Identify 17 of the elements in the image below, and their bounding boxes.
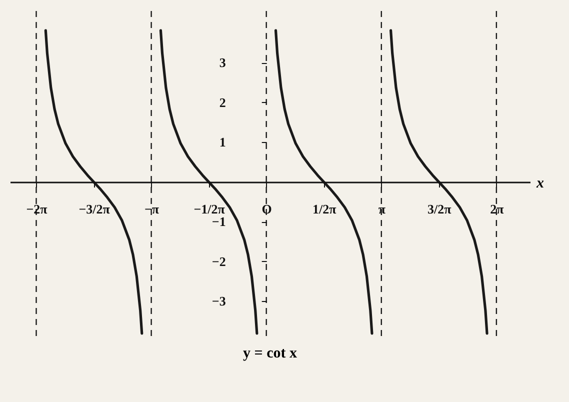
y-tick-label: 1 — [219, 134, 226, 150]
text: y = cot x — [243, 346, 298, 362]
y-tick-label: 3 — [219, 55, 226, 70]
x-tick-label: 2π — [490, 201, 504, 216]
x-tick-label: π — [378, 201, 386, 216]
x-tick-label: −1/2π — [194, 201, 225, 216]
x-tick-label: −3/2π — [78, 201, 110, 216]
x-tick-label: 1/2π — [312, 201, 336, 216]
y-tick-label: −2 — [212, 254, 226, 269]
y-tick-label: 2 — [219, 94, 226, 110]
y-tick-label: −1 — [212, 214, 226, 230]
y-tick-label: −3 — [212, 294, 226, 309]
x-tick-label: 3/2π — [428, 201, 452, 216]
x-tick-label: −π — [144, 201, 160, 216]
x-tick-label: O — [262, 201, 272, 216]
x-tick-label: −2π — [26, 201, 48, 216]
x-axis-title: x — [536, 175, 544, 192]
